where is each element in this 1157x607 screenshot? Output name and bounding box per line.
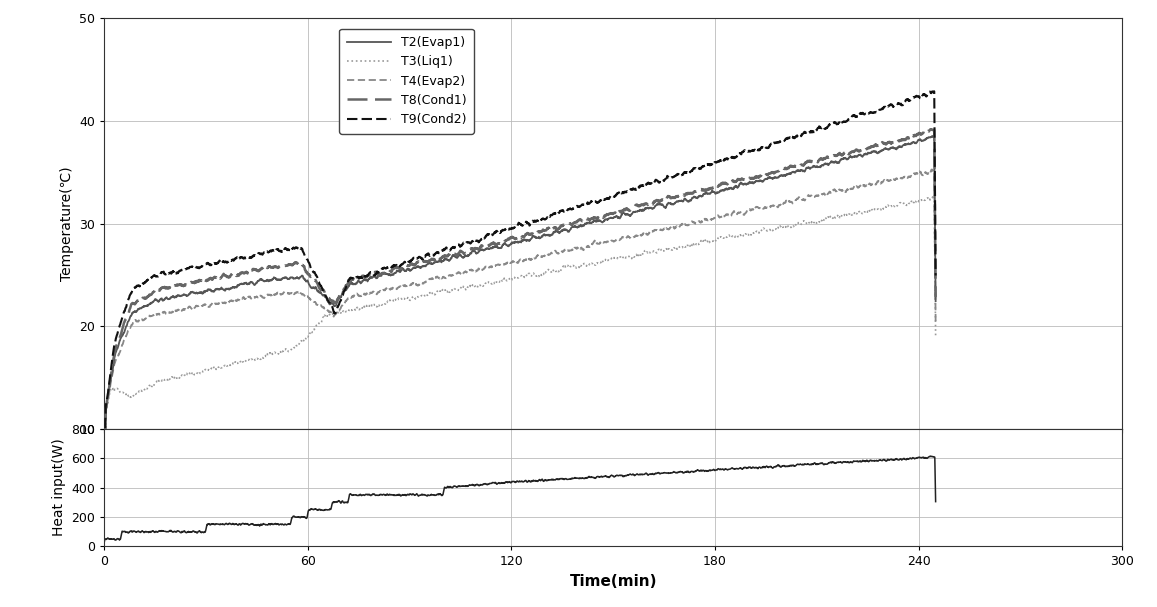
- T9(Cond2): [823, 121, 837, 129]
- T3(Liq1): [242, 356, 256, 364]
- T4(Evap2): [97, 470, 111, 477]
- T3(Liq1): [97, 470, 111, 478]
- Legend: T2(Evap1), T3(Liq1), T4(Evap2), T8(Cond1), T9(Cond2): T2(Evap1), T3(Liq1), T4(Evap2), T8(Cond1…: [339, 29, 474, 134]
- T3(Liq1): [913, 198, 927, 205]
- T8(Cond1): [923, 126, 937, 133]
- T2(Evap1): [927, 132, 941, 140]
- T9(Cond2): [913, 93, 927, 100]
- Line: T3(Liq1): T3(Liq1): [104, 197, 936, 474]
- T2(Evap1): [242, 280, 256, 287]
- T4(Evap2): [242, 293, 256, 300]
- T9(Cond2): [242, 254, 256, 261]
- T2(Evap1): [823, 160, 837, 167]
- T8(Cond1): [913, 129, 927, 137]
- T2(Evap1): [417, 262, 430, 270]
- T3(Liq1): [823, 212, 837, 220]
- T4(Evap2): [417, 279, 430, 287]
- Y-axis label: Temperature(℃): Temperature(℃): [59, 166, 74, 281]
- T4(Evap2): [192, 302, 206, 310]
- T4(Evap2): [929, 317, 943, 325]
- T9(Cond2): [417, 255, 430, 262]
- T4(Evap2): [823, 188, 837, 195]
- T4(Evap2): [452, 269, 466, 276]
- T3(Liq1): [417, 292, 430, 299]
- T9(Cond2): [97, 468, 111, 475]
- T3(Liq1): [929, 333, 943, 341]
- T9(Cond2): [452, 241, 466, 248]
- T9(Cond2): [192, 265, 206, 272]
- X-axis label: Time(min): Time(min): [569, 574, 657, 589]
- Line: T2(Evap1): T2(Evap1): [104, 136, 936, 474]
- T2(Evap1): [913, 136, 927, 143]
- T2(Evap1): [929, 297, 943, 305]
- Line: T9(Cond2): T9(Cond2): [104, 91, 936, 472]
- Line: T4(Evap2): T4(Evap2): [104, 169, 936, 473]
- T3(Liq1): [927, 193, 941, 200]
- T8(Cond1): [929, 294, 943, 301]
- T8(Cond1): [192, 277, 206, 284]
- T3(Liq1): [192, 368, 206, 376]
- T2(Evap1): [192, 289, 206, 296]
- Line: T8(Cond1): T8(Cond1): [104, 129, 936, 473]
- T8(Cond1): [97, 470, 111, 477]
- T8(Cond1): [417, 259, 430, 266]
- Y-axis label: Heat input(W): Heat input(W): [52, 439, 66, 537]
- T9(Cond2): [929, 272, 943, 279]
- T8(Cond1): [452, 249, 466, 257]
- T8(Cond1): [823, 155, 837, 162]
- T9(Cond2): [927, 87, 941, 95]
- T3(Liq1): [452, 287, 466, 294]
- T4(Evap2): [924, 166, 938, 173]
- T2(Evap1): [452, 252, 466, 259]
- T8(Cond1): [242, 270, 256, 277]
- T2(Evap1): [97, 470, 111, 478]
- T4(Evap2): [913, 168, 927, 175]
